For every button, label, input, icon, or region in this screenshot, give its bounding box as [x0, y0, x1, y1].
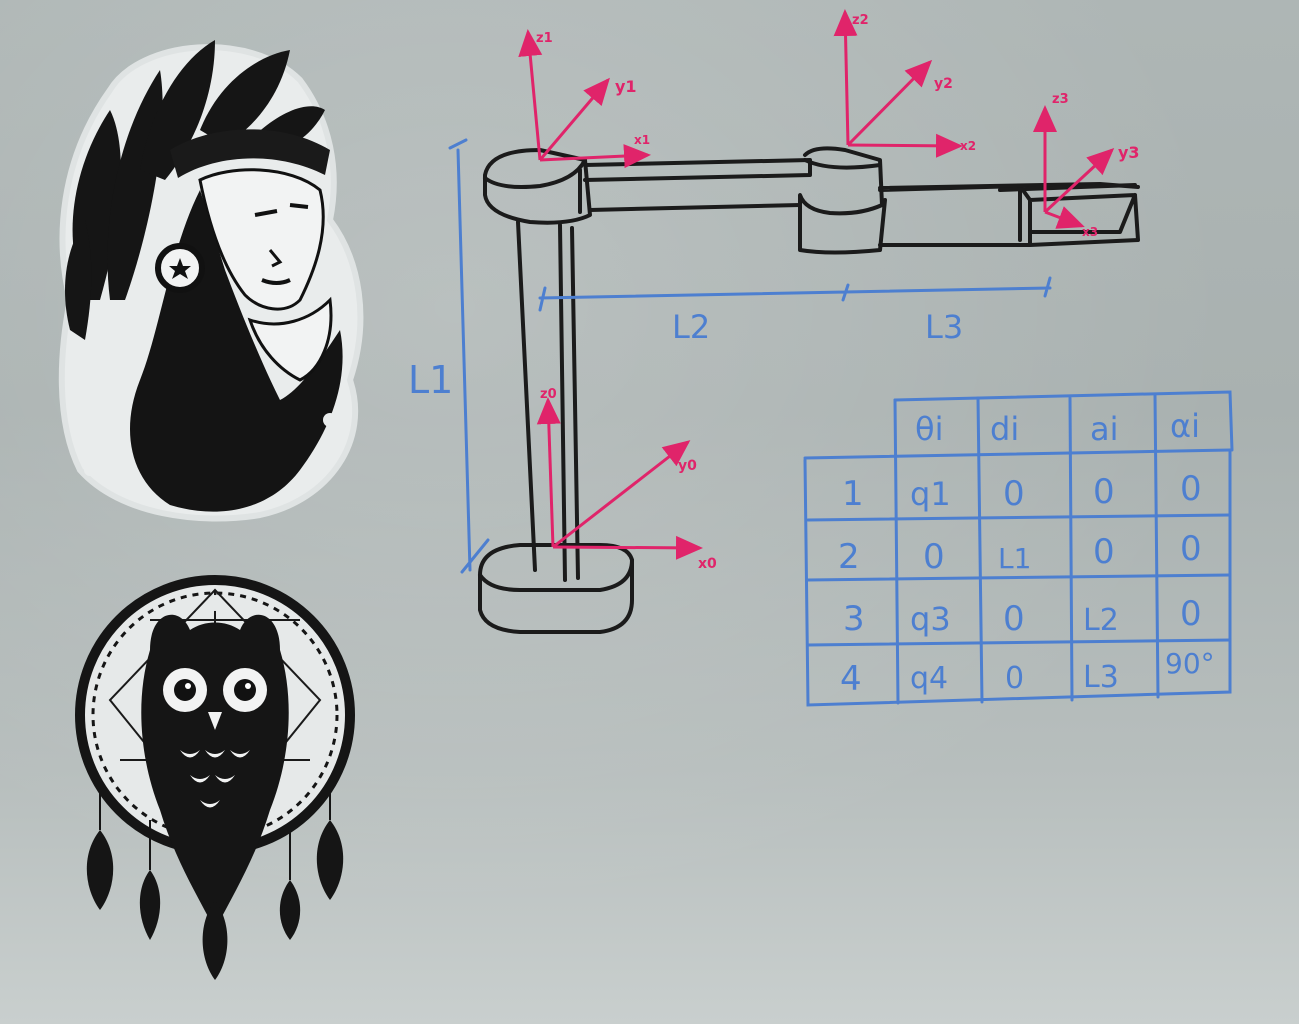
dh-row-4: 4 q4 0 L3 90°	[840, 647, 1215, 699]
label-y2: y2	[934, 76, 953, 92]
row-index: 4	[840, 659, 862, 699]
label-z1: z1	[536, 31, 553, 46]
robot-link-1	[483, 148, 592, 225]
cell-alpha: 90°	[1165, 647, 1215, 680]
scara-robot-drawing	[478, 146, 1140, 634]
label-y0: y0	[678, 458, 697, 474]
label-x1: x1	[634, 133, 650, 147]
cell-d: 0	[1003, 599, 1025, 639]
row-index: 2	[838, 537, 860, 577]
dimension-lines	[448, 138, 1052, 574]
label-y1: y1	[615, 77, 637, 96]
cell-a: L2	[1083, 603, 1119, 638]
label-z0: z0	[540, 387, 557, 402]
cell-theta: q3	[910, 600, 951, 638]
label-x3: x3	[1082, 225, 1098, 239]
header-alpha: αi	[1170, 407, 1200, 445]
label-l2: L2	[672, 308, 710, 346]
label-x2: x2	[960, 139, 976, 153]
owl-dreamcatcher-sticker	[75, 575, 355, 980]
cell-alpha: 0	[1180, 529, 1202, 569]
robot-column	[516, 220, 580, 582]
cell-theta: 0	[923, 537, 945, 577]
row-index: 1	[842, 474, 864, 514]
dim-l2-l3	[538, 276, 1052, 312]
label-z3: z3	[1052, 92, 1069, 107]
dh-table: θi di ai αi 1 q1 0 0 0 2 0 L1 0 0 3 q3 0…	[803, 390, 1234, 707]
frame-labels: z0 y0 x0 z1 y1 x1 z2 y2 x2 z3 y3 x3	[536, 13, 1140, 572]
cell-theta: q1	[910, 475, 951, 513]
header-a: ai	[1090, 410, 1119, 448]
cell-alpha: 0	[1180, 469, 1202, 509]
cell-d: 0	[1003, 474, 1025, 514]
dh-row-1: 1 q1 0 0 0	[842, 469, 1202, 514]
indian-headdress-woman-sticker	[58, 40, 364, 522]
robot-base	[478, 543, 634, 634]
cell-a: L3	[1083, 660, 1119, 695]
dh-row-2: 2 0 L1 0 0	[838, 529, 1202, 577]
header-theta: θi	[915, 410, 943, 448]
label-z2: z2	[852, 13, 869, 28]
label-x0: x0	[698, 556, 717, 572]
label-y3: y3	[1118, 143, 1140, 162]
dh-header-row: θi di ai αi	[915, 407, 1200, 448]
header-d: di	[990, 410, 1019, 448]
dh-row-3: 3 q3 0 L2 0	[843, 594, 1202, 639]
robot-link-2	[798, 146, 887, 255]
cell-d: 0	[1005, 661, 1024, 696]
row-index: 3	[843, 599, 865, 639]
cell-alpha: 0	[1180, 594, 1202, 634]
robot-link-3	[878, 182, 1140, 247]
cell-a: 0	[1093, 532, 1115, 572]
cell-d: L1	[998, 542, 1031, 575]
dim-l1	[448, 138, 490, 574]
cell-a: 0	[1093, 472, 1115, 512]
label-l3: L3	[925, 308, 963, 346]
label-l1: L1	[408, 358, 453, 402]
cell-theta: q4	[910, 661, 948, 696]
coordinate-frames	[518, 9, 1115, 560]
